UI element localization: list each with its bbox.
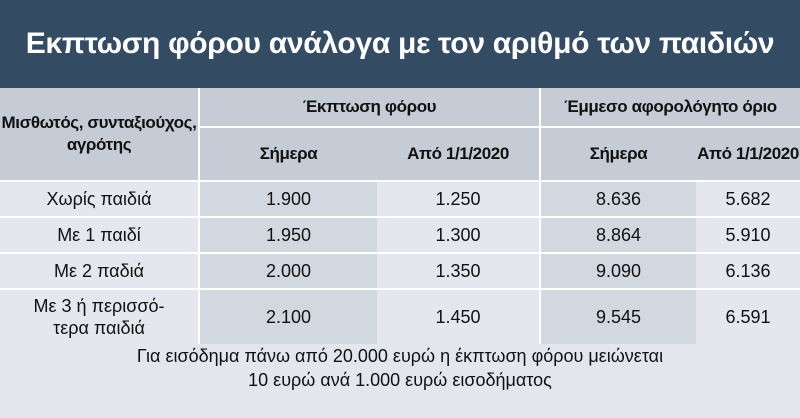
cell-deduction-today: 2.000 bbox=[199, 252, 377, 289]
footnote: Για εισόδημα πάνω από 20.000 ευρώ η έκπτ… bbox=[0, 344, 800, 392]
footnote-line-1: Για εισόδημα πάνω από 20.000 ευρώ η έκπτ… bbox=[136, 346, 664, 366]
cell-deduction-2020: 1.250 bbox=[377, 180, 542, 217]
table-row: Με 2 παδιά 2.000 1.350 9.090 6.136 bbox=[0, 252, 800, 289]
row-label: Χωρίς παιδιά bbox=[0, 180, 200, 217]
cell-threshold-today: 8.636 bbox=[540, 180, 697, 217]
cell-threshold-2020: 6.136 bbox=[696, 252, 800, 289]
row-header-text: Μισθωτός, συνταξιούχος, αγρότης bbox=[1, 113, 197, 154]
cell-deduction-today: 1.950 bbox=[199, 216, 377, 253]
cell-deduction-2020: 1.300 bbox=[377, 216, 542, 253]
cell-threshold-today: 9.090 bbox=[540, 252, 697, 289]
table-row: Με 1 παιδί 1.950 1.300 8.864 5.910 bbox=[0, 216, 800, 253]
row-header-cell: Μισθωτός, συνταξιούχος, αγρότης bbox=[0, 88, 200, 181]
tax-table: Μισθωτός, συνταξιούχος, αγρότης Έκπτωση … bbox=[0, 88, 800, 344]
row-label: Με 2 παδιά bbox=[0, 252, 200, 289]
subheader-deduction-2020: Από 1/1/2020 bbox=[377, 127, 542, 181]
title-text: Εκπτωση φόρου ανάλογα με τον αριθμό των … bbox=[25, 27, 775, 60]
cell-threshold-2020: 5.682 bbox=[696, 180, 800, 217]
group-header-tax-deduction: Έκπτωση φόρου bbox=[199, 88, 542, 128]
row-label-text: Με 3 ή περισσό-τερα παιδιά bbox=[33, 296, 165, 338]
tax-table-container: Μισθωτός, συνταξιούχος, αγρότης Έκπτωση … bbox=[0, 88, 800, 344]
cell-threshold-today: 8.864 bbox=[540, 216, 697, 253]
subheader-threshold-today: Σήμερα bbox=[540, 127, 697, 181]
cell-deduction-2020: 1.450 bbox=[377, 288, 542, 344]
table-row: Χωρίς παιδιά 1.900 1.250 8.636 5.682 bbox=[0, 180, 800, 217]
cell-deduction-2020: 1.350 bbox=[377, 252, 542, 289]
row-label: Με 3 ή περισσό-τερα παιδιά bbox=[0, 288, 200, 344]
cell-threshold-2020: 5.910 bbox=[696, 216, 800, 253]
group-header-tax-free-threshold: Έμμεσο αφορολόγητο όριο bbox=[540, 88, 800, 128]
subheader-threshold-2020: Από 1/1/2020 bbox=[696, 127, 800, 181]
cell-threshold-2020: 6.591 bbox=[696, 288, 800, 344]
table-row: Με 3 ή περισσό-τερα παιδιά 2.100 1.450 9… bbox=[0, 288, 800, 344]
footnote-line-2: 10 ευρώ ανά 1.000 ευρώ εισοδήματος bbox=[248, 370, 552, 390]
cell-deduction-today: 2.100 bbox=[199, 288, 377, 344]
cell-deduction-today: 1.900 bbox=[199, 180, 377, 217]
cell-threshold-today: 9.545 bbox=[540, 288, 697, 344]
page-title: Εκπτωση φόρου ανάλογα με τον αριθμό των … bbox=[0, 0, 800, 88]
subheader-deduction-today: Σήμερα bbox=[199, 127, 377, 181]
row-label: Με 1 παιδί bbox=[0, 216, 200, 253]
